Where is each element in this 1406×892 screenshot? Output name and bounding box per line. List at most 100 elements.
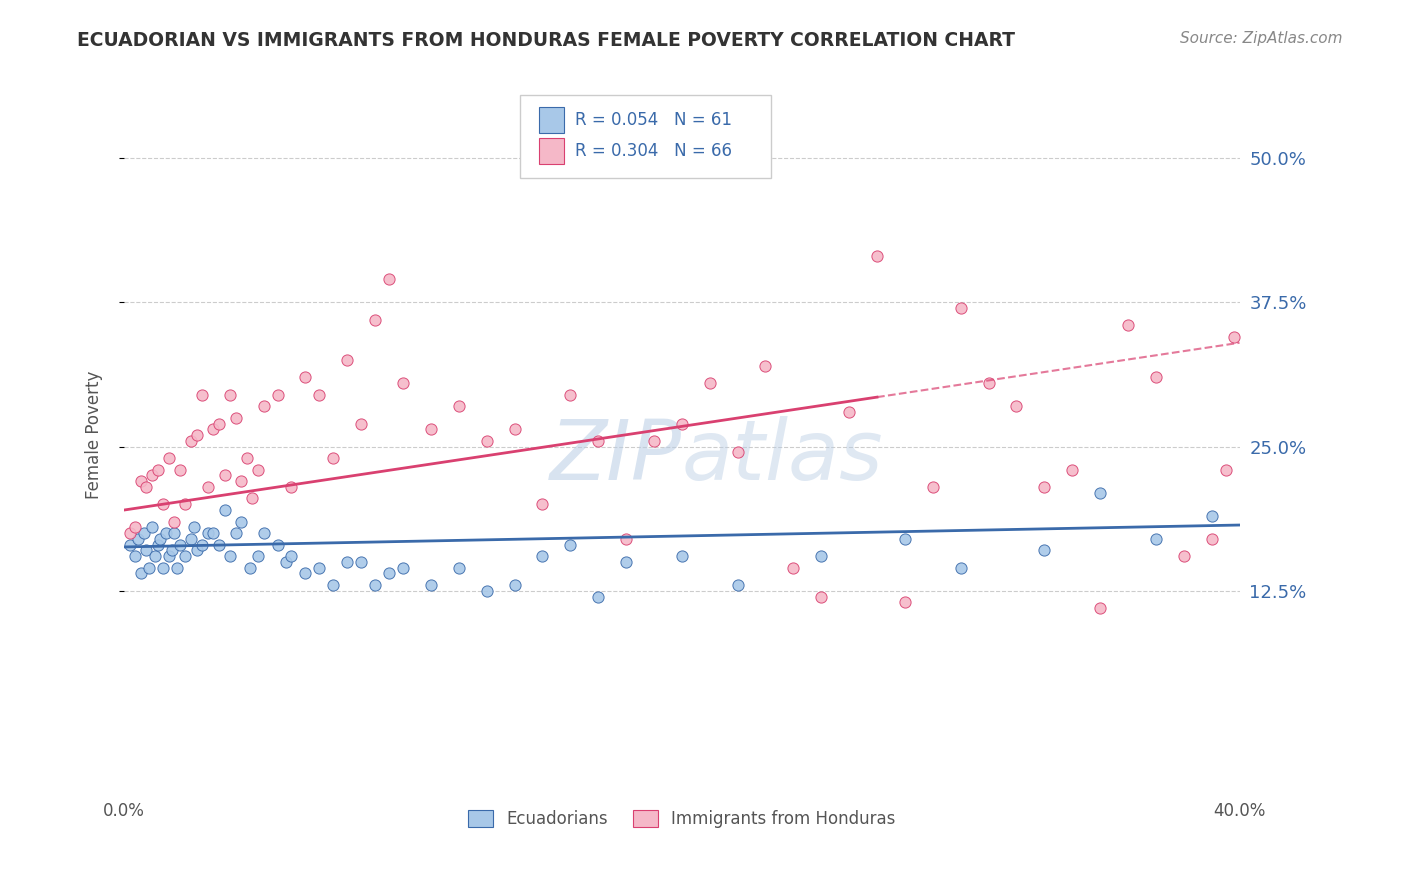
Point: [531, 497, 554, 511]
Point: [782, 560, 804, 574]
Point: [169, 538, 191, 552]
Point: [378, 272, 401, 286]
Point: [236, 451, 259, 466]
Point: [208, 417, 231, 431]
Point: [1215, 463, 1237, 477]
Y-axis label: Female Poverty: Female Poverty: [86, 371, 103, 500]
Point: [894, 595, 917, 609]
Point: [135, 480, 157, 494]
Point: [754, 359, 776, 373]
Point: [155, 526, 177, 541]
Point: [197, 480, 219, 494]
Point: [124, 549, 146, 564]
Bar: [538, 107, 564, 133]
Point: [146, 538, 169, 552]
Point: [1116, 318, 1139, 333]
Point: [169, 463, 191, 477]
Point: [531, 549, 554, 564]
Point: [378, 566, 401, 581]
Point: [308, 387, 330, 401]
Text: ZIP: ZIP: [550, 416, 682, 497]
Point: [266, 387, 288, 401]
Point: [322, 451, 344, 466]
Point: [143, 549, 166, 564]
Point: [183, 520, 205, 534]
Point: [252, 526, 274, 541]
Point: [135, 543, 157, 558]
Point: [219, 549, 242, 564]
Point: [1201, 532, 1223, 546]
Point: [225, 526, 247, 541]
Point: [191, 538, 214, 552]
Point: [186, 543, 208, 558]
Point: [503, 422, 526, 436]
Point: [132, 526, 155, 541]
Point: [202, 526, 225, 541]
Point: [252, 399, 274, 413]
Point: [124, 520, 146, 534]
Point: [138, 560, 160, 574]
Point: [503, 578, 526, 592]
Point: [447, 560, 470, 574]
Point: [1033, 480, 1056, 494]
Point: [1173, 549, 1195, 564]
Point: [246, 549, 269, 564]
Bar: [538, 138, 564, 164]
Point: [180, 532, 202, 546]
Point: [239, 560, 262, 574]
Point: [949, 301, 972, 315]
Point: [671, 549, 693, 564]
Point: [214, 468, 236, 483]
Point: [141, 520, 163, 534]
Point: [166, 560, 188, 574]
Point: [364, 312, 387, 326]
Point: [392, 376, 415, 391]
Point: [225, 410, 247, 425]
Point: [186, 428, 208, 442]
Point: [214, 503, 236, 517]
Text: Source: ZipAtlas.com: Source: ZipAtlas.com: [1180, 31, 1343, 46]
Point: [294, 370, 316, 384]
Point: [266, 538, 288, 552]
Point: [118, 538, 141, 552]
Point: [174, 549, 197, 564]
Point: [560, 387, 582, 401]
Point: [336, 353, 359, 368]
Point: [1088, 485, 1111, 500]
Legend: Ecuadorians, Immigrants from Honduras: Ecuadorians, Immigrants from Honduras: [461, 803, 903, 834]
Point: [127, 532, 149, 546]
Point: [643, 434, 665, 448]
Point: [191, 387, 214, 401]
Point: [294, 566, 316, 581]
Point: [671, 417, 693, 431]
Point: [141, 468, 163, 483]
Point: [475, 583, 498, 598]
Point: [1201, 508, 1223, 523]
Point: [197, 526, 219, 541]
Point: [364, 578, 387, 592]
Point: [242, 491, 264, 506]
Point: [614, 555, 637, 569]
Point: [1223, 330, 1246, 344]
Point: [586, 434, 609, 448]
Point: [392, 560, 415, 574]
Point: [208, 538, 231, 552]
Point: [810, 549, 832, 564]
Point: [163, 526, 186, 541]
Point: [157, 549, 180, 564]
Point: [1033, 543, 1056, 558]
Point: [180, 434, 202, 448]
Point: [475, 434, 498, 448]
Point: [699, 376, 721, 391]
Point: [1005, 399, 1028, 413]
Point: [350, 417, 373, 431]
Point: [419, 578, 441, 592]
Point: [163, 515, 186, 529]
Point: [419, 422, 441, 436]
Point: [280, 480, 302, 494]
Point: [560, 538, 582, 552]
Point: [231, 474, 253, 488]
Point: [129, 474, 152, 488]
Point: [838, 405, 860, 419]
Point: [322, 578, 344, 592]
